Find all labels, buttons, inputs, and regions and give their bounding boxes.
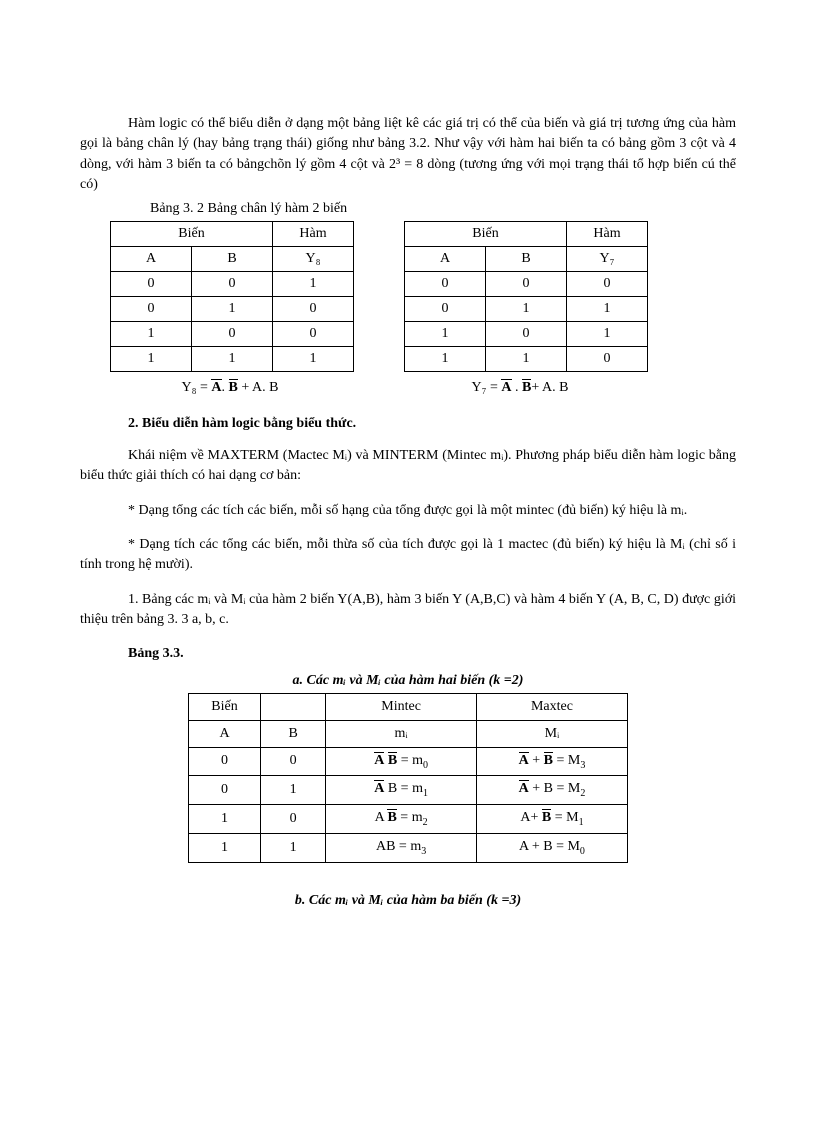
table-cell: 1 bbox=[189, 805, 261, 834]
table-cell: 1 bbox=[405, 347, 486, 372]
table-cell: 0 bbox=[192, 322, 273, 347]
mintec-cell: A B = m2 bbox=[326, 805, 477, 834]
table-cell: 1 bbox=[486, 347, 567, 372]
table-cell: 0 bbox=[405, 297, 486, 322]
formula-y7: Y₇ = A . B+ A. B bbox=[400, 380, 640, 396]
para-mactec: * Dạng tích các tổng các biến, mỗi thừa … bbox=[80, 535, 736, 576]
header-A: A bbox=[111, 247, 192, 272]
table-cell: 1 bbox=[192, 347, 273, 372]
intro-paragraph: Hàm logic có thể biểu diễn ở dạng một bả… bbox=[80, 114, 736, 195]
table-cell: 1 bbox=[273, 347, 354, 372]
table33-a: Biến Mintec Maxtec A B mᵢ Mᵢ 00A B = m0A… bbox=[188, 693, 628, 863]
header-A: A bbox=[405, 247, 486, 272]
mintec-cell: A B = m1 bbox=[326, 776, 477, 805]
table-cell: 0 bbox=[567, 347, 648, 372]
page: Hàm logic có thể biểu diễn ở dạng một bả… bbox=[0, 0, 816, 973]
maxtec-cell: A + B = M3 bbox=[476, 747, 627, 776]
table-cell: 0 bbox=[567, 272, 648, 297]
table-cell: 0 bbox=[486, 322, 567, 347]
header-bien: Biến bbox=[405, 222, 567, 247]
header-Y7: Y₇ bbox=[567, 247, 648, 272]
header-ham: Hàm bbox=[567, 222, 648, 247]
table-cell: 0 bbox=[405, 272, 486, 297]
table32-caption: Bảng 3. 2 Bảng chân lý hàm 2 biến bbox=[150, 201, 736, 217]
table-cell: 1 bbox=[111, 322, 192, 347]
para-maxterm-minterm: Khái niệm về MAXTERM (Mactec Mᵢ) và MINT… bbox=[80, 446, 736, 487]
maxtec-cell: A + B = M0 bbox=[476, 833, 627, 862]
t33-hdr-blank bbox=[261, 693, 326, 720]
t33-hdr-mi: mᵢ bbox=[326, 720, 477, 747]
t33-hdr-bien: Biến bbox=[189, 693, 261, 720]
formula-row: Y₈ = A. B + A. B Y₇ = A . B+ A. B bbox=[110, 380, 736, 396]
table-cell: 0 bbox=[486, 272, 567, 297]
A-bar: A bbox=[501, 380, 511, 396]
header-ham: Hàm bbox=[273, 222, 354, 247]
mintec-cell: A B = m0 bbox=[326, 747, 477, 776]
B-bar: B bbox=[522, 380, 531, 396]
t33-hdr-B: B bbox=[261, 720, 326, 747]
bang33-label: Bảng 3.3. bbox=[80, 644, 736, 664]
table-cell: 1 bbox=[273, 272, 354, 297]
table-cell: 0 bbox=[111, 297, 192, 322]
header-B: B bbox=[192, 247, 273, 272]
truth-tables-row: Biến Hàm A B Y₈ 001010100111 Biến Hàm A … bbox=[110, 221, 736, 372]
formula-y7-pre: Y₇ = bbox=[472, 380, 502, 395]
table-cell: 1 bbox=[189, 833, 261, 862]
table-cell: 0 bbox=[261, 805, 326, 834]
para-table-intro: 1. Bảng các mᵢ và Mᵢ của hàm 2 biến Y(A,… bbox=[80, 590, 736, 631]
table-cell: 1 bbox=[111, 347, 192, 372]
table-cell: 1 bbox=[261, 776, 326, 805]
header-bien: Biến bbox=[111, 222, 273, 247]
table-cell: 1 bbox=[405, 322, 486, 347]
table-cell: 0 bbox=[189, 776, 261, 805]
maxtec-cell: A+ B = M1 bbox=[476, 805, 627, 834]
table-cell: 0 bbox=[189, 747, 261, 776]
table-cell: 1 bbox=[486, 297, 567, 322]
table-cell: 0 bbox=[273, 322, 354, 347]
t33-hdr-Mi: Mᵢ bbox=[476, 720, 627, 747]
header-B: B bbox=[486, 247, 567, 272]
t33-hdr-maxtec: Maxtec bbox=[476, 693, 627, 720]
table-cell: 1 bbox=[261, 833, 326, 862]
t33-hdr-mintec: Mintec bbox=[326, 693, 477, 720]
mintec-cell: AB = m3 bbox=[326, 833, 477, 862]
A-bar: A bbox=[211, 380, 221, 396]
truth-table-y7: Biến Hàm A B Y₇ 000011101110 bbox=[404, 221, 648, 372]
truth-table-y8: Biến Hàm A B Y₈ 001010100111 bbox=[110, 221, 354, 372]
table-cell: 0 bbox=[261, 747, 326, 776]
table-cell: 1 bbox=[567, 322, 648, 347]
caption-b: b. Các mᵢ và Mᵢ của hàm ba biến (k =3) bbox=[80, 893, 736, 909]
header-Y8: Y₈ bbox=[273, 247, 354, 272]
B-bar: B bbox=[229, 380, 238, 396]
formula-y8: Y₈ = A. B + A. B bbox=[110, 380, 350, 396]
table-cell: 1 bbox=[192, 297, 273, 322]
formula-y8-post: + A. B bbox=[238, 380, 279, 395]
table-cell: 1 bbox=[567, 297, 648, 322]
formula-y8-pre: Y₈ = bbox=[182, 380, 212, 395]
table-cell: 0 bbox=[273, 297, 354, 322]
table-cell: 0 bbox=[192, 272, 273, 297]
table-cell: 0 bbox=[111, 272, 192, 297]
maxtec-cell: A + B = M2 bbox=[476, 776, 627, 805]
t33-hdr-A: A bbox=[189, 720, 261, 747]
para-mintec: * Dạng tổng các tích các biến, mỗi số hạ… bbox=[80, 501, 736, 521]
caption-a: a. Các mᵢ và Mᵢ của hàm hai biến (k =2) bbox=[80, 673, 736, 689]
section-2-heading: 2. Biểu diễn hàm logic bằng biểu thức. bbox=[80, 416, 736, 432]
formula-y7-post: + A. B bbox=[531, 380, 568, 395]
